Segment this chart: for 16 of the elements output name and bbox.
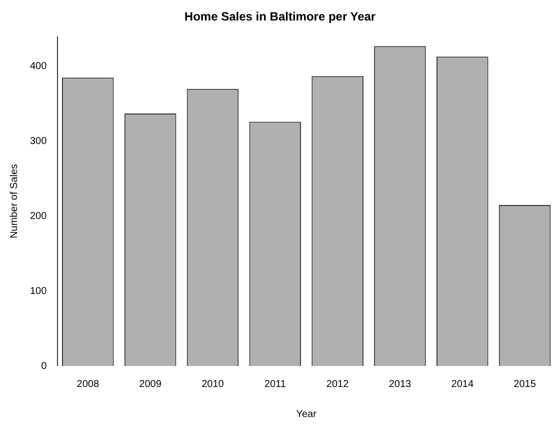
y-tick-label: 0 — [41, 360, 48, 372]
x-tick-label: 2008 — [76, 378, 100, 390]
x-tick-label: 2013 — [388, 378, 412, 390]
x-tick-label: 2009 — [139, 378, 162, 390]
x-tick-label: 2015 — [514, 378, 536, 390]
y-tick-label: 400 — [30, 61, 48, 72]
x-axis-title: Year — [296, 408, 318, 420]
y-tick-label: 300 — [30, 136, 48, 148]
y-tick-label: 100 — [30, 286, 48, 297]
y-tick-label: 200 — [30, 210, 48, 222]
x-tick-label: 2012 — [326, 378, 350, 390]
chart-title: Home Sales in Baltimore per Year — [184, 10, 376, 24]
x-tick-label: 2010 — [202, 378, 224, 390]
x-tick-label: 2011 — [264, 378, 286, 390]
y-axis-title: Number of Sales — [8, 164, 20, 238]
x-tick-label: 2014 — [451, 378, 474, 390]
